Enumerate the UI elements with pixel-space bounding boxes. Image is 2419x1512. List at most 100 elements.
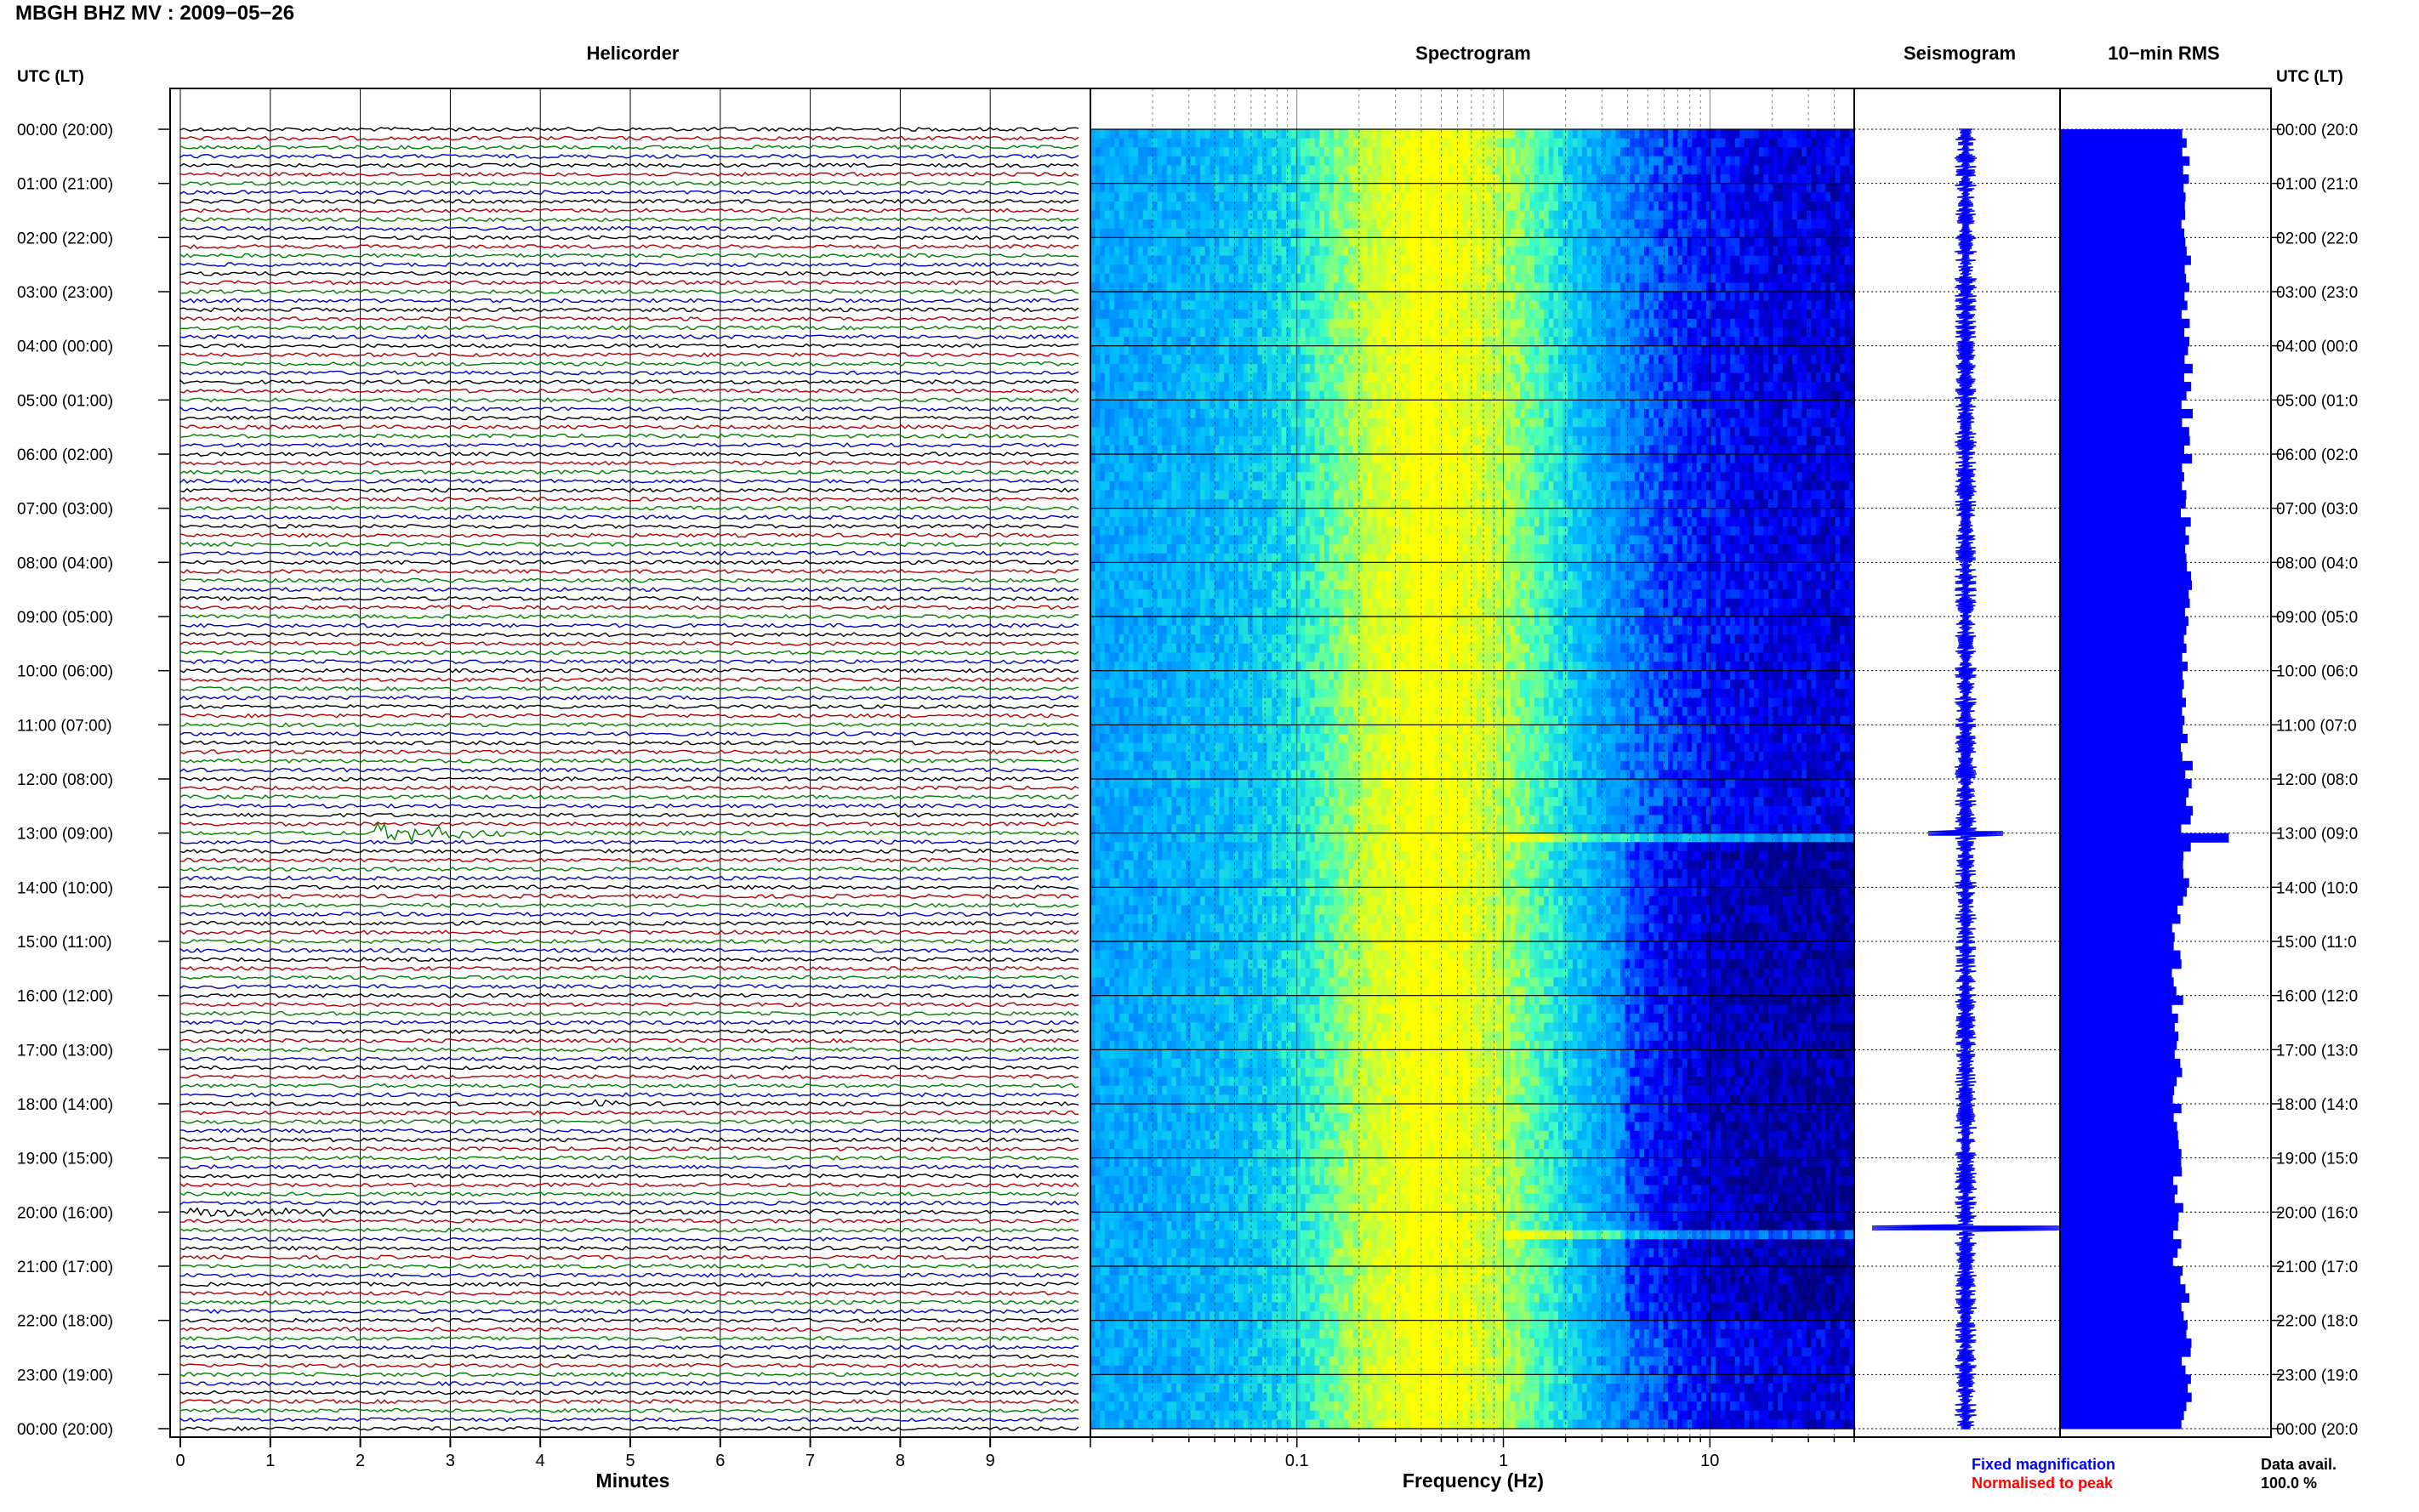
spectrogram-cell <box>1220 337 1225 346</box>
spectrogram-cell <box>1238 589 1244 599</box>
spectrogram-cell <box>1147 1366 1153 1375</box>
spectrogram-cell <box>1143 1185 1148 1195</box>
spectrogram-cell <box>1134 536 1139 545</box>
spectrogram-cell <box>1143 797 1148 806</box>
spectrogram-cell <box>1171 1293 1176 1303</box>
spectrogram-cell <box>1181 951 1187 960</box>
spectrogram-cell <box>1134 1374 1139 1384</box>
spectrogram-cell <box>1167 1329 1172 1339</box>
spectrogram-cell <box>1181 644 1187 653</box>
spectrogram-cell <box>1119 219 1124 229</box>
spectrogram-cell <box>1138 851 1143 861</box>
spectrogram-cell <box>1181 1302 1187 1311</box>
spectrogram-cell <box>1205 1023 1210 1032</box>
spectrogram-cell <box>1105 734 1110 743</box>
spectrogram-cell <box>1162 896 1167 906</box>
spectrogram-cell <box>1181 346 1187 355</box>
spectrogram-cell <box>1224 1356 1229 1366</box>
spectrogram-cell <box>1124 337 1129 346</box>
spectrogram-cell <box>1100 1293 1105 1303</box>
spectrogram-cell <box>1105 292 1110 301</box>
spectrogram-cell <box>1124 626 1129 635</box>
spectrogram-cell <box>1186 274 1191 283</box>
spectrogram-cell <box>1134 806 1139 816</box>
hour-label-left: 22:00 (18:00) <box>17 1313 113 1331</box>
spectrogram-cell <box>1244 986 1249 996</box>
spectrogram-cell <box>1119 247 1124 256</box>
spectrogram-cell <box>1143 1401 1148 1411</box>
spectrogram-cell <box>1096 851 1101 861</box>
spectrogram-cell <box>1200 219 1205 229</box>
spectrogram-cell <box>1210 1276 1215 1285</box>
spectrogram-cell <box>1176 445 1181 454</box>
spectrogram-cell <box>1215 914 1220 924</box>
spectrogram-cell <box>1215 355 1220 364</box>
spectrogram-cell <box>1210 481 1215 491</box>
spectrogram-cell <box>1110 1122 1115 1131</box>
spectrogram-cell <box>1186 1321 1191 1330</box>
spectrogram-cell <box>1229 319 1234 328</box>
spectrogram-cell <box>1134 743 1139 753</box>
spectrogram-cell <box>1158 986 1163 996</box>
spectrogram-cell <box>1147 229 1153 238</box>
spectrogram-cell <box>1229 409 1234 418</box>
spectrogram-cell <box>1100 436 1105 446</box>
spectrogram-cell <box>1129 869 1134 878</box>
spectrogram-cell <box>1129 1113 1134 1123</box>
spectrogram-cell <box>1171 1393 1176 1402</box>
spectrogram-cell <box>1114 599 1119 608</box>
spectrogram-cell <box>1238 1401 1244 1411</box>
spectrogram-cell <box>1110 617 1115 626</box>
spectrogram-cell <box>1124 382 1129 391</box>
spectrogram-cell <box>1244 1384 1249 1393</box>
spectrogram-cell <box>1100 1248 1105 1258</box>
spectrogram-cell <box>1119 896 1124 906</box>
spectrogram-cell <box>1238 264 1244 274</box>
spectrogram-cell <box>1100 906 1105 915</box>
spectrogram-cell <box>1210 1411 1215 1420</box>
spectrogram-cell <box>1158 1059 1163 1068</box>
spectrogram-cell <box>1238 806 1244 816</box>
spectrogram-cell <box>1238 247 1244 256</box>
spectrogram-cell <box>1129 924 1134 933</box>
spectrogram-cell <box>1181 1014 1187 1023</box>
spectrogram-cell <box>1162 878 1167 888</box>
spectrogram-cell <box>1224 734 1229 743</box>
spectrogram-cell <box>1153 969 1158 978</box>
spectrogram-cell <box>1147 129 1153 139</box>
spectrogram-cell <box>1167 292 1172 301</box>
spectrogram-cell <box>1244 959 1249 969</box>
spectrogram-cell <box>1162 1113 1167 1123</box>
spectrogram-cell <box>1143 1194 1148 1203</box>
spectrogram-cell <box>1176 887 1181 896</box>
spectrogram-cell <box>1191 445 1196 454</box>
spectrogram-cell <box>1158 165 1163 174</box>
spectrogram-cell <box>1167 626 1172 635</box>
spectrogram-cell <box>1153 1339 1158 1348</box>
spectrogram-cell <box>1176 1419 1181 1429</box>
spectrogram-cell <box>1124 599 1129 608</box>
spectrogram-cell <box>1224 779 1229 788</box>
spectrogram-cell <box>1110 256 1115 265</box>
spectrogram-cell <box>1143 327 1148 337</box>
spectrogram-cell <box>1167 509 1172 518</box>
spectrogram-cell <box>1186 815 1191 824</box>
spectrogram-cell <box>1138 1094 1143 1104</box>
spectrogram-cell <box>1205 842 1210 851</box>
spectrogram-cell <box>1215 472 1220 481</box>
spectrogram-cell <box>1147 382 1153 391</box>
spectrogram-cell <box>1096 861 1101 870</box>
spectrogram-cell <box>1200 725 1205 734</box>
spectrogram-cell <box>1229 707 1234 716</box>
spectrogram-cell <box>1153 932 1158 941</box>
spectrogram-cell <box>1100 391 1105 401</box>
spectrogram-cell <box>1171 373 1176 383</box>
spectrogram-cell <box>1110 536 1115 545</box>
spectrogram-cell <box>1129 436 1134 446</box>
spectrogram-cell <box>1134 779 1139 788</box>
spectrogram-cell <box>1105 156 1110 166</box>
spectrogram-cell <box>1153 617 1158 626</box>
spectrogram-cell <box>1153 139 1158 148</box>
spectrogram-cell <box>1229 391 1234 401</box>
spectrogram-cell <box>1119 662 1124 671</box>
